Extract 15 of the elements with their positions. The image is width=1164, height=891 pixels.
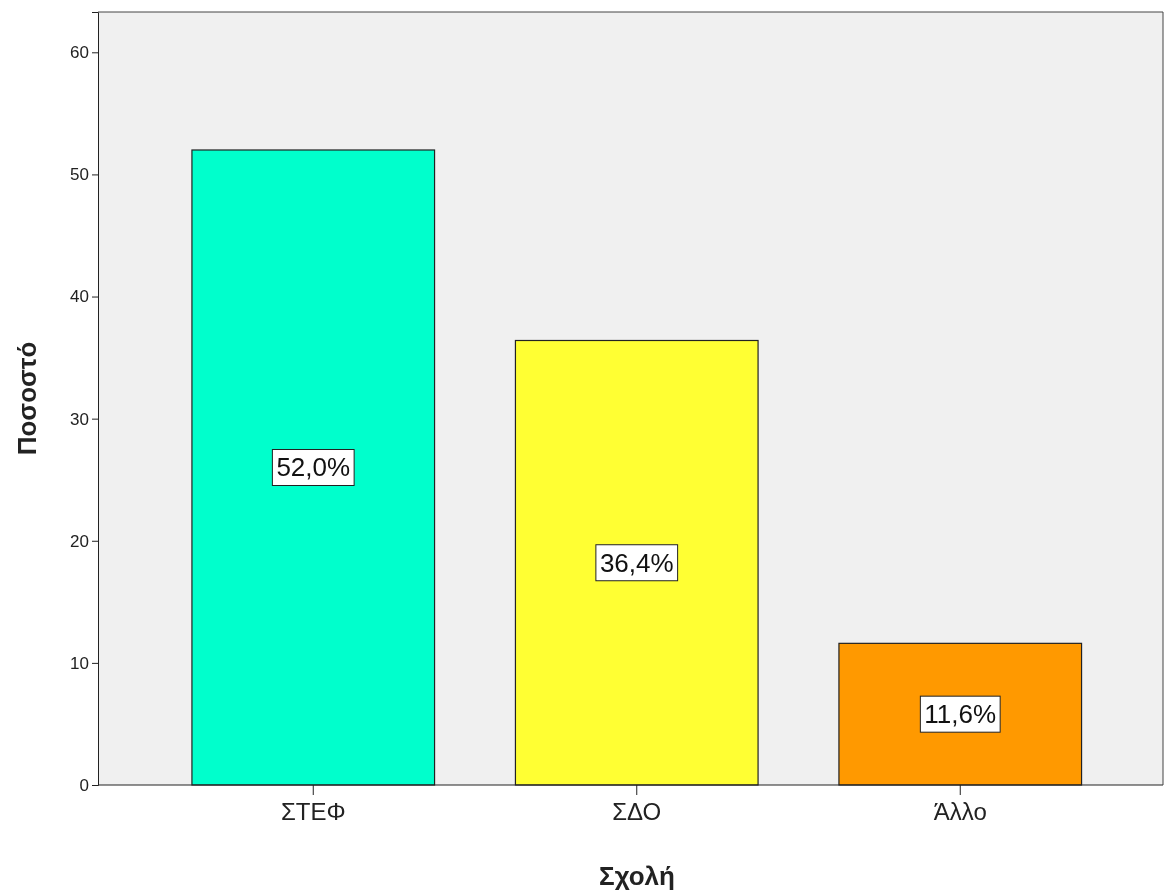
y-tick-label: 20 — [70, 531, 89, 551]
y-tick-label: 30 — [70, 409, 89, 429]
x-axis-title: Σχολή — [599, 861, 675, 891]
y-tick-label: 0 — [79, 775, 89, 795]
y-tick-label: 40 — [70, 287, 89, 307]
x-tick-label: ΣΤΕΦ — [280, 798, 346, 826]
x-tick-label: Άλλο — [933, 798, 987, 826]
data-label: 52,0% — [276, 452, 351, 483]
y-tick-label: 60 — [70, 43, 89, 63]
y-tick-label: 10 — [70, 653, 89, 673]
x-tick-label: ΣΔΟ — [612, 798, 662, 826]
y-axis-title: Ποσοστό — [12, 341, 42, 456]
y-tick-label: 50 — [70, 165, 89, 185]
data-label: 36,4% — [599, 547, 674, 578]
data-label: 11,6% — [924, 699, 997, 730]
